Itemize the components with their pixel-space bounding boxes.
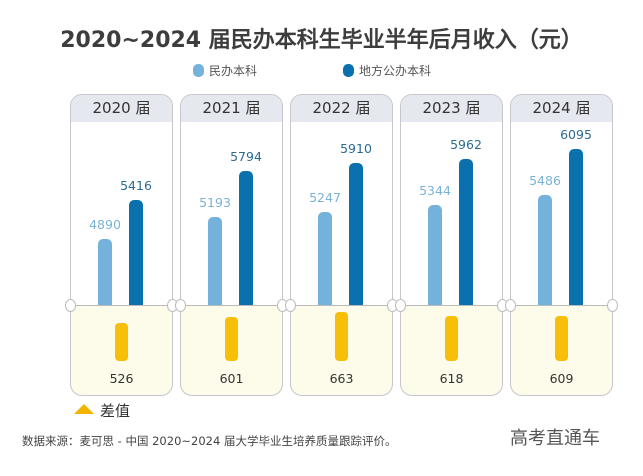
bar-private bbox=[538, 194, 552, 305]
data-source: 数据来源：麦可思 - 中国 2020~2024 届大学毕业生培养质量跟踪评价。 bbox=[22, 434, 397, 448]
data-label: 5193 bbox=[199, 194, 231, 210]
panel-divider-knob bbox=[65, 299, 76, 312]
data-label: 5486 bbox=[529, 172, 561, 188]
bar-private bbox=[98, 239, 112, 305]
panel-top: 2024 届 bbox=[510, 94, 613, 306]
bar-difference bbox=[115, 322, 128, 361]
difference-triangle-icon bbox=[74, 404, 94, 414]
panel-top: 2022 届 bbox=[290, 94, 393, 306]
data-label: 5910 bbox=[340, 140, 372, 156]
category-label: 2021 届 bbox=[181, 95, 282, 122]
panel-4: 2024 届 5486 6095 609 bbox=[505, 94, 618, 396]
data-label: 5247 bbox=[309, 190, 341, 206]
panel-top: 2021 届 bbox=[180, 94, 283, 306]
panel-top: 2020 届 bbox=[70, 94, 173, 306]
difference-legend-label: 差值 bbox=[100, 402, 131, 420]
panel-divider-knob bbox=[505, 299, 516, 312]
chart-title: 2020~2024 届民办本科生毕业半年后月收入（元） bbox=[60, 28, 583, 53]
data-label: 5962 bbox=[450, 136, 482, 152]
legend-item-private: 民办本科 bbox=[193, 62, 257, 79]
category-label: 2023 届 bbox=[401, 95, 502, 122]
bar-public bbox=[129, 199, 143, 305]
difference-label: 609 bbox=[549, 371, 574, 386]
panel-3: 2023 届 5344 5962 618 bbox=[395, 94, 508, 396]
data-label: 5344 bbox=[419, 183, 451, 199]
panel-divider-knob bbox=[285, 299, 296, 312]
data-label: 6095 bbox=[560, 126, 592, 142]
bar-difference bbox=[335, 311, 348, 361]
bar-difference bbox=[225, 316, 238, 361]
bar-public bbox=[569, 148, 583, 305]
data-label: 5416 bbox=[120, 177, 152, 193]
panel-divider-knob bbox=[395, 299, 406, 312]
difference-label: 663 bbox=[329, 371, 354, 386]
bar-private bbox=[208, 216, 222, 305]
category-label: 2020 届 bbox=[71, 95, 172, 122]
data-label: 4890 bbox=[89, 217, 121, 233]
legend-label: 民办本科 bbox=[209, 64, 258, 78]
category-label: 2024 届 bbox=[511, 95, 612, 122]
panel-divider-knob bbox=[175, 299, 186, 312]
bar-private bbox=[428, 205, 442, 305]
category-label: 2022 届 bbox=[291, 95, 392, 122]
bar-private bbox=[318, 212, 332, 305]
bar-public bbox=[239, 171, 253, 305]
panel-top: 2023 届 bbox=[400, 94, 503, 306]
difference-label: 601 bbox=[219, 371, 244, 386]
difference-label: 526 bbox=[109, 371, 134, 386]
data-label: 5794 bbox=[230, 149, 262, 165]
bar-difference bbox=[445, 315, 458, 361]
legend-label: 地方公办本科 bbox=[359, 64, 432, 78]
legend-item-public: 地方公办本科 bbox=[343, 62, 431, 79]
legend-swatch-private bbox=[193, 64, 204, 77]
bar-public bbox=[349, 162, 363, 305]
panel-2: 2022 届 5247 5910 663 bbox=[285, 94, 398, 396]
difference-label: 618 bbox=[439, 371, 464, 386]
panel-0: 2020 届 4890 5416 526 bbox=[65, 94, 178, 396]
bar-difference bbox=[555, 316, 568, 361]
legend-swatch-public bbox=[343, 64, 354, 77]
panel-divider-knob bbox=[607, 299, 618, 312]
bar-public bbox=[459, 158, 473, 305]
watermark: 高考直通车 bbox=[510, 428, 600, 449]
panel-1: 2021 届 5193 5794 601 bbox=[175, 94, 288, 396]
